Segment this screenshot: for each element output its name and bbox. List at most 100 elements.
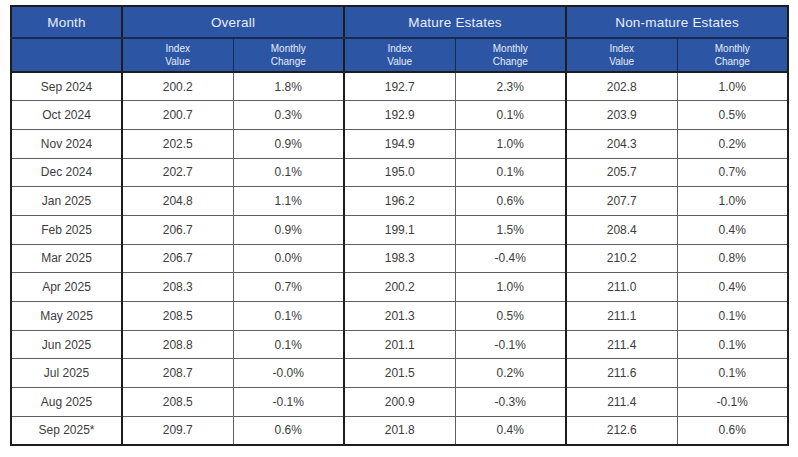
cell-value: 1.0% (677, 187, 788, 216)
cell-value: 202.7 (122, 158, 233, 187)
cell-value: -0.1% (233, 388, 344, 417)
header-overall-monthly-change: Monthly Change (233, 38, 344, 72)
cell-value: 199.1 (344, 215, 455, 244)
table-row: Oct 2024 200.7 0.3% 192.9 0.1% 203.9 0.5… (11, 101, 788, 130)
cell-value: 1.8% (233, 72, 344, 101)
cell-value: 0.4% (677, 215, 788, 244)
table-row: Apr 2025 208.3 0.7% 200.2 1.0% 211.0 0.4… (11, 273, 788, 302)
cell-value: 211.4 (566, 330, 677, 359)
cell-value: 0.2% (677, 129, 788, 158)
cell-value: 0.1% (455, 101, 566, 130)
cell-value: 211.0 (566, 273, 677, 302)
cell-value: 206.7 (122, 244, 233, 273)
header-mature-index-value: Index Value (344, 38, 455, 72)
cell-value: 0.6% (677, 416, 788, 445)
cell-value: 0.1% (233, 302, 344, 331)
cell-value: 0.2% (455, 359, 566, 388)
cell-value: 211.6 (566, 359, 677, 388)
table-header: Month Overall Mature Estates Non-mature … (11, 6, 788, 72)
cell-value: 198.3 (344, 244, 455, 273)
table-row: Nov 2024 202.5 0.9% 194.9 1.0% 204.3 0.2… (11, 129, 788, 158)
cell-value: -0.1% (677, 388, 788, 417)
cell-month: Jul 2025 (11, 359, 122, 388)
header-nonmature-index-value: Index Value (566, 38, 677, 72)
table-body: Sep 2024 200.2 1.8% 192.7 2.3% 202.8 1.0… (11, 72, 788, 445)
cell-month: Sep 2024 (11, 72, 122, 101)
header-group-mature-estates: Mature Estates (344, 6, 566, 38)
cell-value: 210.2 (566, 244, 677, 273)
table-row: Aug 2025 208.5 -0.1% 200.9 -0.3% 211.4 -… (11, 388, 788, 417)
cell-value: 201.3 (344, 302, 455, 331)
cell-value: 200.2 (122, 72, 233, 101)
cell-value: 208.8 (122, 330, 233, 359)
cell-value: 1.1% (233, 187, 344, 216)
table-row: Jun 2025 208.8 0.1% 201.1 -0.1% 211.4 0.… (11, 330, 788, 359)
header-nonmature-monthly-change: Monthly Change (677, 38, 788, 72)
cell-value: 1.0% (455, 273, 566, 302)
cell-value: 0.1% (233, 158, 344, 187)
cell-value: 192.7 (344, 72, 455, 101)
cell-value: 208.3 (122, 273, 233, 302)
cell-value: 200.2 (344, 273, 455, 302)
table-row: Sep 2024 200.2 1.8% 192.7 2.3% 202.8 1.0… (11, 72, 788, 101)
cell-month: Oct 2024 (11, 101, 122, 130)
cell-value: 0.0% (233, 244, 344, 273)
cell-value: 209.7 (122, 416, 233, 445)
cell-value: 0.1% (677, 330, 788, 359)
header-overall-index-value: Index Value (122, 38, 233, 72)
cell-value: 0.1% (233, 330, 344, 359)
cell-value: 201.1 (344, 330, 455, 359)
cell-value: 206.7 (122, 215, 233, 244)
cell-value: 207.7 (566, 187, 677, 216)
price-index-table: Month Overall Mature Estates Non-mature … (10, 5, 789, 446)
cell-value: 208.5 (122, 388, 233, 417)
cell-value: 0.1% (677, 359, 788, 388)
cell-value: 204.8 (122, 187, 233, 216)
table-row: Feb 2025 206.7 0.9% 199.1 1.5% 208.4 0.4… (11, 215, 788, 244)
cell-value: 208.7 (122, 359, 233, 388)
cell-value: 200.9 (344, 388, 455, 417)
cell-value: 0.9% (233, 215, 344, 244)
header-group-overall: Overall (122, 6, 344, 38)
cell-month: Feb 2025 (11, 215, 122, 244)
cell-value: 194.9 (344, 129, 455, 158)
cell-value: 192.9 (344, 101, 455, 130)
cell-value: 0.3% (233, 101, 344, 130)
header-group-row: Month Overall Mature Estates Non-mature … (11, 6, 788, 38)
cell-value: 0.7% (233, 273, 344, 302)
cell-month: Nov 2024 (11, 129, 122, 158)
cell-value: 200.7 (122, 101, 233, 130)
cell-value: 0.8% (677, 244, 788, 273)
header-month-spacer (11, 38, 122, 72)
table-row: Jul 2025 208.7 -0.0% 201.5 0.2% 211.6 0.… (11, 359, 788, 388)
cell-value: 203.9 (566, 101, 677, 130)
table-row: Sep 2025* 209.7 0.6% 201.8 0.4% 212.6 0.… (11, 416, 788, 445)
cell-value: 212.6 (566, 416, 677, 445)
cell-value: 0.1% (677, 302, 788, 331)
header-group-non-mature-estates: Non-mature Estates (566, 6, 788, 38)
cell-value: 208.4 (566, 215, 677, 244)
cell-month: May 2025 (11, 302, 122, 331)
cell-value: 1.5% (455, 215, 566, 244)
header-sub-row: Index Value Monthly Change Index Value M… (11, 38, 788, 72)
table-row: May 2025 208.5 0.1% 201.3 0.5% 211.1 0.1… (11, 302, 788, 331)
cell-value: 0.6% (455, 187, 566, 216)
cell-value: 211.4 (566, 388, 677, 417)
table-row: Jan 2025 204.8 1.1% 196.2 0.6% 207.7 1.0… (11, 187, 788, 216)
cell-value: 0.9% (233, 129, 344, 158)
cell-value: 196.2 (344, 187, 455, 216)
cell-value: 205.7 (566, 158, 677, 187)
cell-month: Mar 2025 (11, 244, 122, 273)
cell-value: 202.8 (566, 72, 677, 101)
cell-value: -0.3% (455, 388, 566, 417)
cell-value: 0.5% (455, 302, 566, 331)
cell-month: Jun 2025 (11, 330, 122, 359)
cell-month: Apr 2025 (11, 273, 122, 302)
cell-value: -0.4% (455, 244, 566, 273)
cell-value: -0.0% (233, 359, 344, 388)
cell-value: 0.4% (677, 273, 788, 302)
header-mature-monthly-change: Monthly Change (455, 38, 566, 72)
cell-value: 0.5% (677, 101, 788, 130)
cell-value: 1.0% (677, 72, 788, 101)
cell-value: -0.1% (455, 330, 566, 359)
